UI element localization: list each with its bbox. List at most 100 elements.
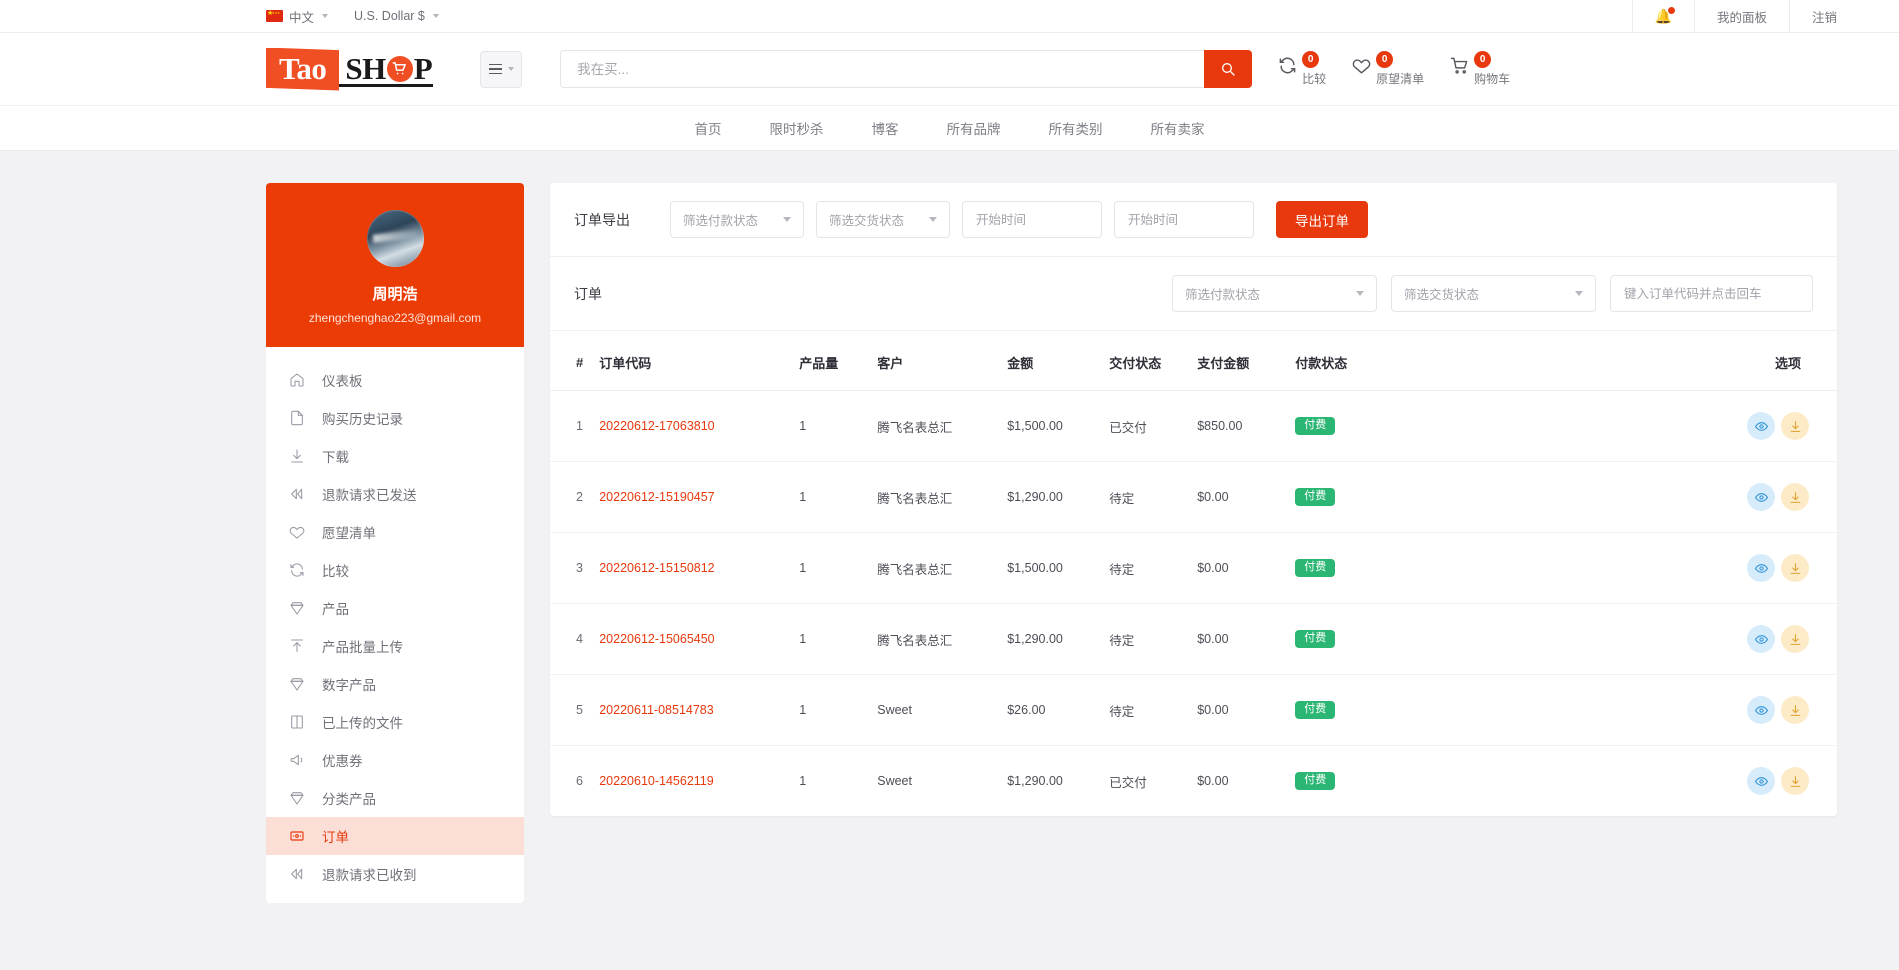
- export-delivery-status-select[interactable]: 筛选交货状态: [816, 201, 950, 238]
- sidebar-item-dashboard[interactable]: 仪表板: [266, 361, 524, 399]
- cell-amount: $1,500.00: [999, 532, 1102, 604]
- download-icon: [1790, 775, 1800, 787]
- view-order-button[interactable]: [1747, 483, 1775, 511]
- cell-customer: 腾飞名表总汇: [869, 461, 1000, 533]
- site-header: Tao SH P: [0, 33, 1899, 106]
- currency-selector[interactable]: U.S. Dollar $: [354, 9, 439, 23]
- export-payment-status-select[interactable]: 筛选付款状态: [670, 201, 804, 238]
- nav-item-flashdeal[interactable]: 限时秒杀: [769, 122, 824, 137]
- view-order-button[interactable]: [1747, 767, 1775, 795]
- order-code-link[interactable]: 20220610-14562119: [599, 774, 714, 788]
- export-orders-button[interactable]: 导出订单: [1276, 201, 1368, 238]
- compare-count: 0: [1302, 51, 1320, 68]
- sidebar-item-downloads[interactable]: 下载: [266, 437, 524, 475]
- orders-payment-status-select[interactable]: 筛选付款状态: [1172, 275, 1377, 312]
- search-input[interactable]: [560, 50, 1205, 88]
- order-code-link[interactable]: 20220612-15065450: [599, 632, 715, 646]
- download-invoice-button[interactable]: [1781, 483, 1809, 511]
- sidebar-item-label: 比较: [322, 564, 349, 579]
- download-icon: [288, 448, 305, 464]
- top-bar: 中文 U.S. Dollar $ 🔔 我的面板 注销: [0, 0, 1899, 33]
- notifications-button[interactable]: 🔔: [1631, 0, 1694, 33]
- sidebar-item-label: 产品批量上传: [322, 640, 403, 655]
- currency-label: U.S. Dollar $: [354, 9, 425, 23]
- sidebar-item-purchase-history[interactable]: 购买历史记录: [266, 399, 524, 437]
- orders-delivery-status-select[interactable]: 筛选交货状态: [1391, 275, 1596, 312]
- logout-link[interactable]: 注销: [1788, 0, 1837, 33]
- export-date-from-input[interactable]: [962, 201, 1102, 238]
- logo-shop-suffix: P: [413, 51, 433, 86]
- cart-button[interactable]: 0 购物车: [1450, 51, 1510, 87]
- orders-search-input[interactable]: [1610, 275, 1813, 312]
- sidebar-item-products[interactable]: 产品: [266, 589, 524, 627]
- sidebar-item-uploaded-files[interactable]: 已上传的文件: [266, 703, 524, 741]
- wishlist-button[interactable]: 0 原望清单: [1352, 51, 1424, 87]
- row-actions: [1747, 625, 1809, 653]
- top-bar-right: 🔔 我的面板 注销: [1631, 0, 1837, 33]
- order-code-link[interactable]: 20220611-08514783: [599, 703, 714, 717]
- nav-item-brands[interactable]: 所有品牌: [946, 122, 1001, 137]
- sidebar-item-digital-products[interactable]: 数字产品: [266, 665, 524, 703]
- heart-icon: [1352, 51, 1371, 75]
- sidebar-item-compare[interactable]: 比较: [266, 551, 524, 589]
- orders-title: 订单: [574, 285, 602, 302]
- chevron-down-icon: [929, 217, 937, 222]
- sidebar-item-label: 数字产品: [322, 678, 376, 693]
- language-selector[interactable]: 中文: [266, 7, 329, 26]
- nav-item-sellers[interactable]: 所有卖家: [1150, 122, 1205, 137]
- my-panel-link[interactable]: 我的面板: [1693, 0, 1789, 33]
- sidebar-item-bulk-upload[interactable]: 产品批量上传: [266, 627, 524, 665]
- nav-item-categories[interactable]: 所有类别: [1048, 122, 1103, 137]
- sidebar-item-label: 退款请求已收到: [322, 868, 417, 883]
- cell-num: 1: [550, 390, 592, 462]
- export-date-to-input[interactable]: [1114, 201, 1254, 238]
- sidebar-item-classified-products[interactable]: 分类产品: [266, 779, 524, 817]
- view-order-button[interactable]: [1747, 696, 1775, 724]
- compare-text: 0 比较: [1302, 51, 1326, 87]
- sidebar-menu: 仪表板 购买历史记录 下载 退款请求已发送: [266, 347, 524, 903]
- view-order-button[interactable]: [1747, 554, 1775, 582]
- megaphone-icon: [288, 752, 305, 768]
- download-invoice-button[interactable]: [1781, 696, 1809, 724]
- sidebar-item-orders[interactable]: 订单: [266, 817, 524, 855]
- profile-card: 周明浩 zhengchenghao223@gmail.com: [266, 183, 524, 347]
- compare-button[interactable]: 0 比较: [1278, 51, 1326, 87]
- cell-delivery: 待定: [1101, 603, 1190, 675]
- cart-count: 0: [1474, 51, 1492, 68]
- site-logo[interactable]: Tao SH P: [266, 47, 434, 91]
- view-order-button[interactable]: [1747, 625, 1775, 653]
- cell-qty: 1: [791, 390, 870, 462]
- categories-menu-button[interactable]: [480, 50, 523, 88]
- page-body: 周明浩 zhengchenghao223@gmail.com 仪表板 购买历史记…: [0, 151, 1899, 903]
- view-order-button[interactable]: [1747, 412, 1775, 440]
- nav-item-home[interactable]: 首页: [694, 122, 722, 137]
- cart-icon: [386, 55, 413, 82]
- sidebar-item-refund-sent[interactable]: 退款请求已发送: [266, 475, 524, 513]
- col-header-customer: 客户: [869, 331, 1000, 391]
- orders-table-body: 1 20220612-17063810 1 腾飞名表总汇 $1,500.00 已…: [550, 390, 1837, 817]
- download-invoice-button[interactable]: [1781, 625, 1809, 653]
- eye-icon: [1754, 776, 1768, 786]
- download-invoice-button[interactable]: [1781, 412, 1809, 440]
- order-code-link[interactable]: 20220612-15150812: [599, 561, 715, 575]
- sidebar: 周明浩 zhengchenghao223@gmail.com 仪表板 购买历史记…: [266, 183, 524, 903]
- search-button[interactable]: [1204, 50, 1253, 88]
- nav-item-blog[interactable]: 博客: [871, 122, 899, 137]
- status-badge: 付费: [1295, 701, 1336, 719]
- cart-label: 购物车: [1474, 72, 1511, 86]
- sidebar-item-label: 分类产品: [322, 792, 376, 807]
- sidebar-item-refund-received[interactable]: 退款请求已收到: [266, 855, 524, 893]
- sidebar-item-wishlist[interactable]: 愿望清单: [266, 513, 524, 551]
- col-header-delivery: 交付状态: [1101, 331, 1190, 391]
- main-navigation: 首页 限时秒杀 博客 所有品牌 所有类别 所有卖家: [0, 106, 1899, 151]
- order-code-link[interactable]: 20220612-17063810: [599, 419, 715, 433]
- order-code-link[interactable]: 20220612-15190457: [599, 490, 715, 504]
- download-invoice-button[interactable]: [1781, 767, 1809, 795]
- sidebar-item-coupons[interactable]: 优惠券: [266, 741, 524, 779]
- cell-customer: Sweet: [877, 774, 912, 788]
- file-stack-icon: [288, 714, 305, 730]
- download-invoice-button[interactable]: [1781, 554, 1809, 582]
- home-icon: [288, 372, 305, 388]
- cell-amount: $26.00: [999, 674, 1102, 746]
- document-icon: [288, 410, 305, 426]
